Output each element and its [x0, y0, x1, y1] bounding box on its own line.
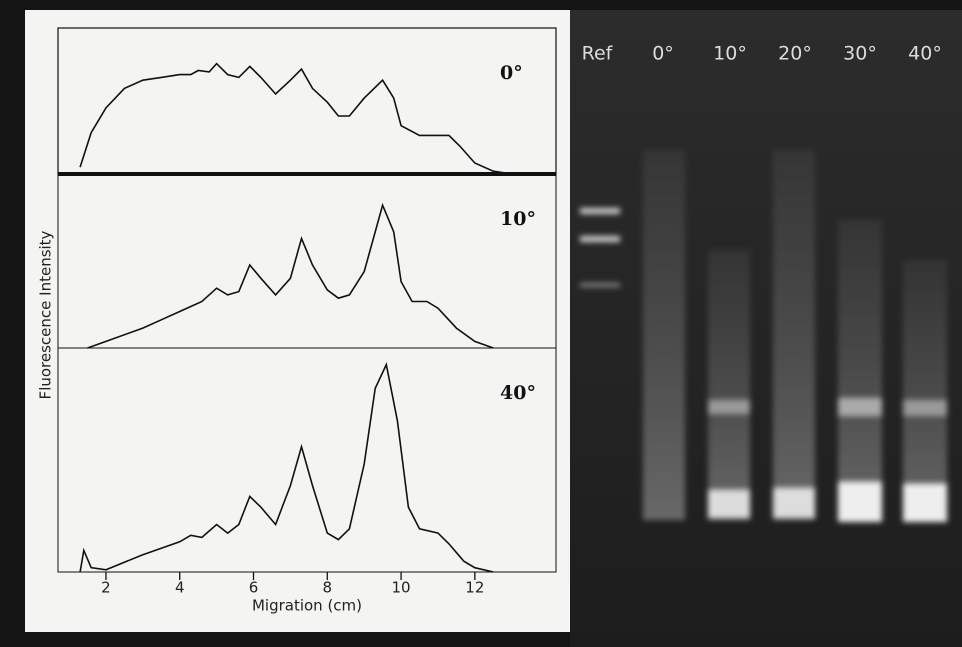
lane-label: 0° — [652, 43, 674, 65]
x-tick-label: 10 — [392, 579, 411, 597]
x-tick-label: 6 — [249, 579, 259, 597]
x-axis-label: Migration (cm) — [252, 597, 362, 615]
band — [708, 400, 750, 414]
lane-label: 10° — [713, 43, 747, 65]
x-tick-label: 2 — [101, 579, 111, 597]
band — [838, 482, 882, 522]
lane-label: 40° — [908, 43, 942, 65]
gel-lanes — [580, 150, 947, 522]
gel — [570, 10, 962, 647]
trace — [79, 362, 494, 573]
x-tick-label: 8 — [323, 579, 333, 597]
lane-smear — [903, 260, 947, 520]
y-axis-label: Fluorescence Intensity — [37, 230, 55, 399]
ref-band — [580, 208, 620, 214]
ref-band — [580, 283, 620, 287]
band — [903, 400, 947, 416]
band — [903, 484, 947, 522]
panel-label: 0° — [500, 62, 523, 84]
lane-label: 30° — [843, 43, 877, 65]
plot-paper — [25, 10, 570, 632]
x-tick-label: 4 — [175, 579, 185, 597]
lane-smear — [643, 150, 685, 520]
lane-label: 20° — [778, 43, 812, 65]
trace — [87, 202, 494, 349]
panel-label: 40° — [500, 382, 536, 404]
lane-smear — [773, 150, 815, 520]
panel-label: 10° — [500, 208, 536, 230]
panel-frame — [57, 347, 557, 573]
band — [708, 490, 750, 518]
lane-smear — [708, 250, 750, 520]
ref-band — [580, 236, 620, 242]
x-tick-label: 12 — [465, 579, 484, 597]
band — [773, 488, 815, 518]
lane-label: Ref — [582, 43, 614, 65]
lane-smear — [838, 220, 882, 520]
band — [838, 398, 882, 416]
trace — [79, 62, 512, 175]
